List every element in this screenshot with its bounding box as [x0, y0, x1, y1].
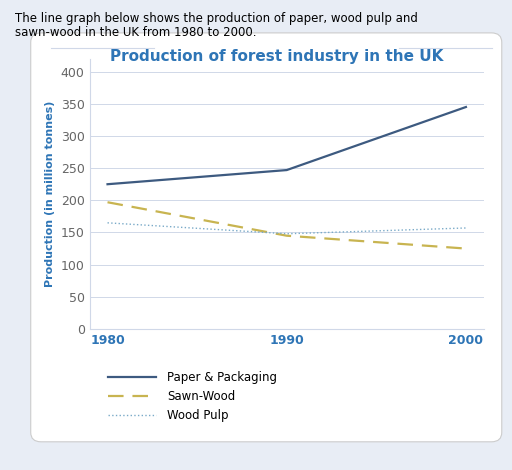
Text: Production of forest industry in the UK: Production of forest industry in the UK	[110, 49, 443, 64]
Text: sawn-wood in the UK from 1980 to 2000.: sawn-wood in the UK from 1980 to 2000.	[15, 26, 257, 39]
Y-axis label: Production (in million tonnes): Production (in million tonnes)	[45, 101, 55, 287]
Text: The line graph below shows the production of paper, wood pulp and: The line graph below shows the productio…	[15, 12, 418, 25]
Legend: Paper & Packaging, Sawn-Wood, Wood Pulp: Paper & Packaging, Sawn-Wood, Wood Pulp	[109, 371, 278, 422]
